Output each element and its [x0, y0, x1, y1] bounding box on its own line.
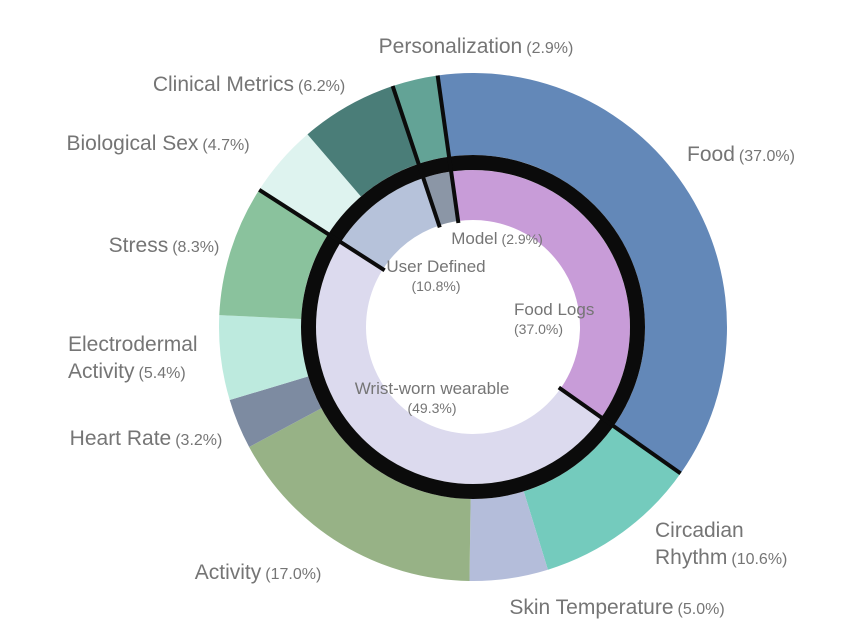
label-activity: Activity (17.0%)	[194, 560, 322, 584]
ring-divider	[301, 155, 645, 499]
slice-skin-temperature	[469, 491, 548, 581]
slice-clinical-metrics	[307, 85, 419, 197]
inner-slice-wrist-worn-wearable	[315, 242, 602, 485]
slice-stress	[219, 190, 328, 319]
slice-electrodermal-activity	[219, 315, 309, 401]
inner-slice-food-logs	[451, 169, 630, 418]
group-divider-line	[258, 188, 386, 272]
inner-label-wrist-worn-wearable: Wrist-worn wearable (49.3%)	[354, 378, 510, 416]
inner-label-model: Model (2.9%)	[451, 228, 543, 248]
slice-personalization	[392, 75, 450, 164]
label-circadian-rhythm: Circadian Rhythm (10.6%)	[655, 518, 788, 569]
group-divider-line	[557, 385, 682, 476]
inner-label-user-defined: User Defined (10.8%)	[386, 256, 486, 294]
slice-biological-sex	[258, 134, 361, 235]
slice-circadian-rhythm	[523, 425, 682, 570]
slice-heart-rate	[229, 376, 322, 447]
label-clinical-metrics: Clinical Metrics (6.2%)	[152, 72, 346, 96]
inner-slice-model	[423, 171, 459, 226]
group-divider-line	[435, 75, 461, 224]
inner-label-food-logs: Food Logs (37.0%)	[514, 299, 595, 337]
label-personalization: Personalization (2.9%)	[378, 34, 574, 58]
inner-slice-user-defined	[340, 178, 440, 270]
label-heart-rate: Heart Rate (3.2%)	[69, 426, 223, 450]
label-electrodermal-activity: Electrodermal Activity (5.4%)	[68, 332, 198, 383]
label-skin-temperature: Skin Temperature (5.0%)	[509, 595, 725, 619]
slice-activity	[249, 408, 471, 581]
label-food: Food (37.0%)	[687, 142, 795, 166]
group-divider-line	[390, 85, 442, 229]
label-biological-sex: Biological Sex (4.7%)	[66, 131, 250, 155]
slice-food	[437, 73, 727, 472]
label-stress: Stress (8.3%)	[108, 233, 220, 257]
